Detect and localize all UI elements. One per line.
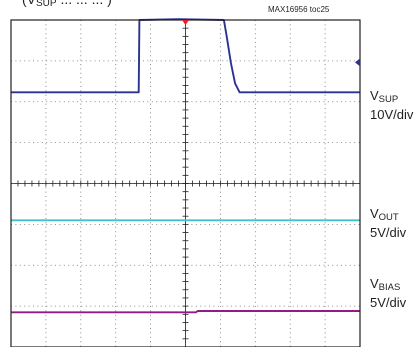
vsup-label: VSUP 10V/div xyxy=(370,88,414,122)
traces xyxy=(11,18,360,314)
vbias-trace xyxy=(11,310,360,314)
trigger-marker xyxy=(182,20,189,25)
vout-scale: 5V/div xyxy=(370,225,407,240)
top-caption: (VSUP ... ... ... ) xyxy=(22,0,112,9)
trigger-level-marker xyxy=(355,58,360,67)
vsup-trace xyxy=(11,18,360,94)
vout-label: VOUT 5V/div xyxy=(370,206,407,240)
vbias-label: VBIAS 5V/div xyxy=(370,276,407,310)
figure-id: MAX16956 toc25 xyxy=(268,5,330,14)
vsup-scale: 10V/div xyxy=(370,107,414,122)
center-axis-ticks xyxy=(10,19,361,347)
vbias-scale: 5V/div xyxy=(370,295,407,310)
